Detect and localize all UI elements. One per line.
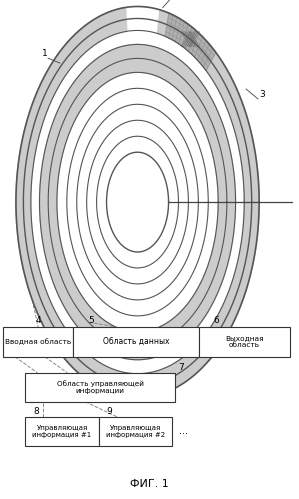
Text: Область данных: Область данных xyxy=(103,337,169,346)
Text: ...: ... xyxy=(179,426,188,436)
Text: Область управляющей
информации: Область управляющей информации xyxy=(57,380,144,394)
Text: Выходная
область: Выходная область xyxy=(225,335,264,348)
Polygon shape xyxy=(16,6,259,398)
Polygon shape xyxy=(39,44,236,360)
Text: 6: 6 xyxy=(214,316,219,325)
Text: Управляющая
информация #1: Управляющая информация #1 xyxy=(32,425,92,438)
Text: 5: 5 xyxy=(88,316,94,325)
FancyBboxPatch shape xyxy=(199,327,290,357)
Text: 3: 3 xyxy=(260,89,265,98)
Polygon shape xyxy=(165,13,216,70)
Text: Вводная область: Вводная область xyxy=(5,338,71,345)
Text: 4: 4 xyxy=(35,316,41,325)
Text: 8: 8 xyxy=(33,407,39,416)
Text: 9: 9 xyxy=(106,407,112,416)
FancyBboxPatch shape xyxy=(25,417,99,446)
FancyBboxPatch shape xyxy=(73,327,199,357)
Text: Управляющая
информация #2: Управляющая информация #2 xyxy=(106,425,165,438)
FancyBboxPatch shape xyxy=(3,327,73,357)
Polygon shape xyxy=(127,4,159,35)
Text: ФИГ. 1: ФИГ. 1 xyxy=(130,479,169,489)
FancyBboxPatch shape xyxy=(25,373,175,402)
FancyBboxPatch shape xyxy=(99,417,172,446)
Text: 1: 1 xyxy=(42,48,48,58)
Text: 7: 7 xyxy=(178,363,184,372)
